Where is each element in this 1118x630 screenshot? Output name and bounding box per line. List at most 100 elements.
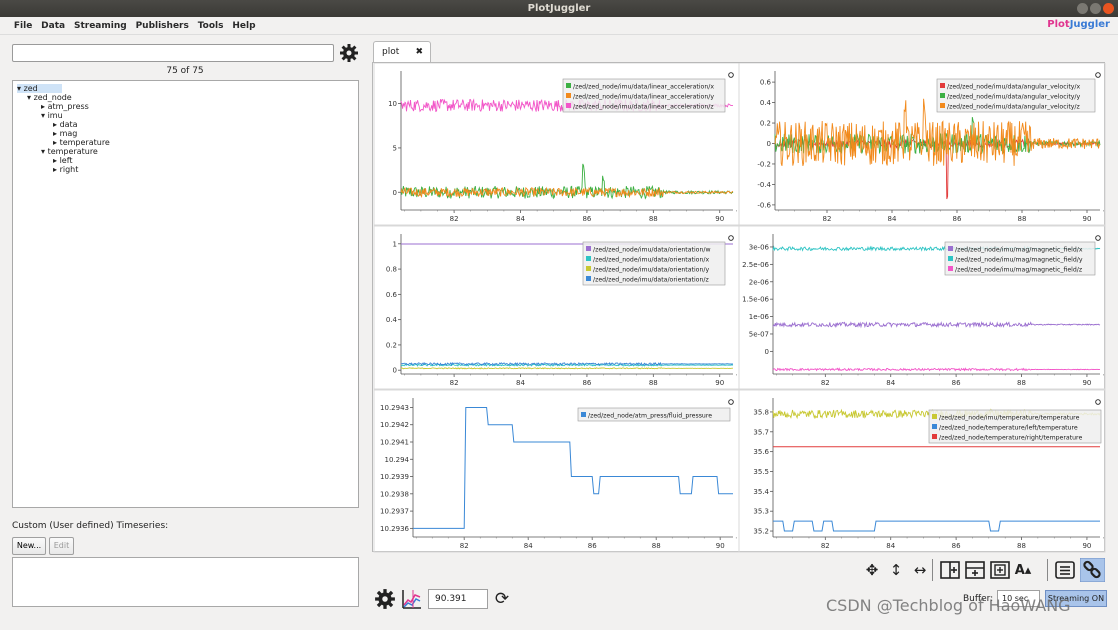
menu-publishers[interactable]: Publishers	[135, 21, 189, 31]
x-tick-label: 86	[952, 379, 961, 387]
sync-icon[interactable]: ⟳	[494, 589, 510, 609]
y-tick-label: 5e-07	[749, 330, 769, 338]
tab-plot[interactable]: plot ✖	[373, 41, 431, 63]
timeseries-search-input[interactable]	[12, 44, 334, 62]
series-line	[773, 520, 1100, 532]
x-tick-label: 86	[952, 542, 961, 550]
gear-icon[interactable]	[339, 43, 359, 63]
legend-swatch	[932, 424, 937, 429]
legend-swatch	[566, 103, 571, 108]
split-horizontal-icon[interactable]	[940, 561, 960, 579]
x-tick-label: 88	[649, 379, 658, 387]
menu-tools[interactable]: Tools	[197, 21, 224, 31]
menu-data[interactable]: Data	[41, 21, 66, 31]
list-icon[interactable]	[1055, 561, 1075, 579]
y-tick-label: 35.3	[753, 508, 769, 516]
plot-panel: 82 84 86 88 90 10.2936 10.2937 10.2938 10.2939 10…	[373, 389, 740, 553]
legend-swatch	[948, 266, 953, 271]
toolbar-separator	[932, 559, 933, 581]
legend-swatch	[566, 93, 571, 98]
tree-node-temperature[interactable]: ▾ temperature	[41, 147, 98, 156]
minimize-icon[interactable]	[1077, 3, 1088, 14]
y-tick-label: 10.294	[385, 456, 410, 464]
fullscreen-icon[interactable]	[990, 561, 1010, 579]
buffer-label: Buffer:	[963, 594, 994, 604]
menu-bar: File Data Streaming Publishers Tools Hel…	[0, 17, 1118, 35]
new-custom-button[interactable]: New...	[12, 537, 46, 555]
y-tick-label: 10	[388, 100, 397, 108]
custom-timeseries-list[interactable]	[12, 557, 359, 607]
link-icon[interactable]	[1080, 558, 1105, 582]
time-tracker-input[interactable]: 90.391	[428, 589, 488, 609]
x-tick-label: 84	[886, 542, 895, 550]
zoom-handle-icon	[1095, 399, 1101, 405]
tree-node-imu-temperature[interactable]: ▸ temperature	[53, 138, 110, 147]
legend-swatch	[586, 266, 591, 271]
x-tick-label: 84	[516, 215, 525, 223]
time-tracker-icon[interactable]	[401, 588, 423, 610]
series-line	[400, 361, 734, 366]
tree-node-data[interactable]: ▸ data	[53, 120, 78, 129]
x-tick-label: 84	[888, 215, 897, 223]
legend-entry: /zed/zed_node/imu/data/orientation/x	[593, 257, 709, 264]
legend-entry: /zed/zed_node/temperature/left/temperatu…	[939, 425, 1078, 432]
plot-frame	[738, 225, 1106, 390]
zoom-horizontal-icon[interactable]: ↔	[913, 561, 927, 579]
legend: /zed/zed_node/imu/data/angular_velocity/…	[936, 78, 1096, 113]
tree-node-zed-node[interactable]: ▾ zed_node	[27, 93, 72, 102]
tree-node-zed[interactable]: ▾ zed	[17, 84, 62, 93]
streaming-toggle-button[interactable]: Streaming ON	[1045, 590, 1107, 607]
legend-swatch	[932, 414, 937, 419]
y-tick-label: 0	[765, 348, 769, 356]
menu-streaming[interactable]: Streaming	[73, 21, 127, 31]
buffer-spinbox[interactable]: 10 sec	[997, 590, 1040, 607]
y-tick-label: 0.6	[386, 291, 398, 299]
y-tick-label: -0.2	[757, 160, 771, 168]
plot-grid[interactable]: 82 84 86 88 900510/zed/zed_node/imu/data/lin…	[373, 62, 1106, 553]
tree-node-imu[interactable]: ▾ imu	[41, 111, 63, 120]
x-tick-label: 84	[524, 542, 533, 550]
legend-swatch	[586, 276, 591, 281]
legend-toggle-icon[interactable]: A▴	[1014, 562, 1032, 578]
settings-gear-icon[interactable]	[374, 588, 396, 610]
series-line	[400, 367, 733, 370]
edit-custom-button[interactable]: Edit	[49, 537, 74, 555]
legend-box	[936, 78, 1096, 113]
y-tick-label: 10.2941	[380, 439, 409, 447]
tree-node-left[interactable]: ▸ left	[53, 156, 73, 165]
zoom-handle-icon	[728, 72, 734, 78]
legend: /zed/zed_node/imu/temperature/temperatur…	[928, 409, 1102, 444]
y-tick-label: 35.5	[753, 468, 769, 476]
split-vertical-icon[interactable]	[965, 561, 985, 579]
tree-node-right[interactable]: ▸ right	[53, 165, 79, 174]
timeseries-tree[interactable]: ▾ zed ▾ zed_node ▸ atm_press ▾ imu ▸ dat…	[12, 80, 359, 508]
legend-swatch	[566, 83, 571, 88]
series-line	[413, 407, 733, 529]
move-icon[interactable]: ✥	[865, 561, 879, 579]
legend-entry: /zed/zed_node/imu/mag/magnetic_field/y	[955, 257, 1083, 264]
y-tick-label: 0	[393, 189, 397, 197]
tree-node-atm-press[interactable]: ▸ atm_press	[41, 102, 89, 111]
y-tick-label: 0.4	[386, 316, 398, 324]
legend-box	[577, 407, 731, 422]
x-tick-label: 90	[716, 542, 725, 550]
close-window-icon[interactable]	[1103, 3, 1114, 14]
y-tick-label: 1.5e-06	[742, 296, 769, 304]
y-tick-label: -0.4	[757, 181, 771, 189]
y-tick-label: 2.5e-06	[742, 261, 769, 269]
series-line	[400, 363, 734, 367]
maximize-icon[interactable]	[1090, 3, 1101, 14]
y-tick-label: 10.2939	[380, 473, 409, 481]
series-line	[772, 320, 1101, 329]
zoom-vertical-icon[interactable]: ↕	[889, 561, 903, 579]
menu-help[interactable]: Help	[232, 21, 256, 31]
y-tick-label: 10.2936	[380, 525, 409, 533]
menu-file[interactable]: File	[13, 21, 33, 31]
legend-entry: /zed/zed_node/imu/data/orientation/w	[593, 247, 711, 254]
legend-entry: /zed/zed_node/imu/data/angular_velocity/…	[947, 84, 1081, 91]
y-tick-label: 0.4	[760, 99, 772, 107]
y-tick-label: 0.2	[386, 341, 397, 349]
tree-node-mag[interactable]: ▸ mag	[53, 129, 78, 138]
plot-frame	[738, 62, 1106, 226]
close-tab-icon[interactable]: ✖	[415, 47, 423, 57]
